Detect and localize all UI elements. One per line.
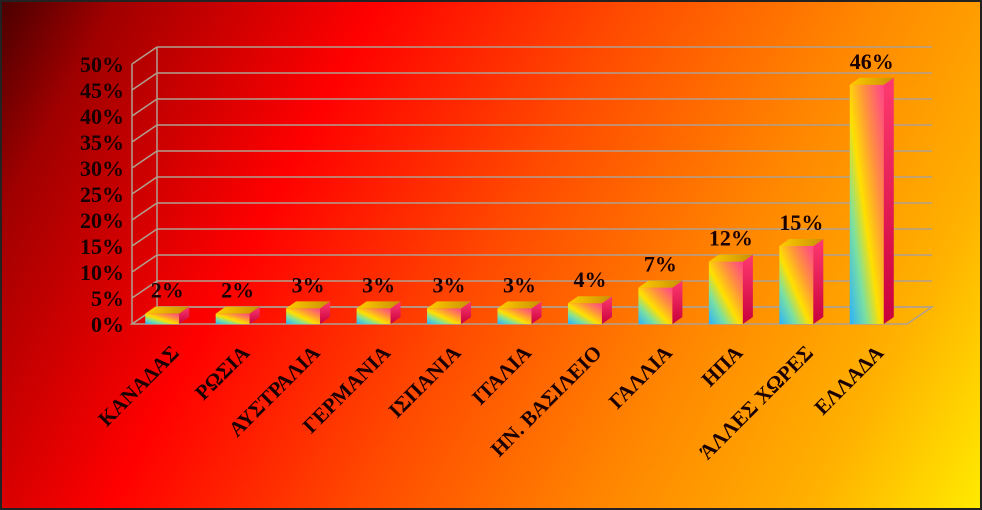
data-label: 46% (850, 49, 894, 74)
bar-top (215, 306, 260, 314)
gridline-depth (131, 280, 158, 299)
bar-top (708, 254, 753, 262)
bar-front (427, 308, 462, 324)
bar-side (813, 239, 824, 324)
gridline-depth (131, 46, 158, 65)
bar-top (638, 280, 683, 288)
bar-side (672, 280, 683, 324)
bar-front (779, 246, 814, 324)
data-label: 2% (221, 278, 254, 303)
bars (145, 77, 894, 324)
bar (779, 239, 824, 324)
y-tick-label: 10% (80, 260, 124, 285)
bar-front (708, 261, 743, 324)
x-category-label: ΚΑΝΑΔΑΣ (93, 341, 183, 431)
bar (427, 301, 472, 324)
bar-top (849, 77, 894, 85)
x-category-label: ΗΠΑ (697, 340, 748, 391)
data-label: 7% (644, 252, 677, 277)
bar-side (461, 301, 472, 324)
bar (145, 306, 190, 324)
bar-side (601, 296, 612, 324)
bar-top (427, 301, 472, 309)
bar (849, 77, 894, 324)
gridline-depth (131, 72, 158, 91)
bar-top (497, 301, 542, 309)
gridlines (131, 46, 932, 325)
bar-front (497, 308, 532, 324)
bar-front (145, 313, 180, 324)
bar-side (742, 254, 753, 324)
bar-front (286, 308, 321, 324)
data-label: 12% (709, 226, 753, 251)
bar-top (567, 296, 612, 304)
bar-top (779, 239, 824, 246)
y-tick-label: 35% (80, 130, 124, 155)
y-tick-label: 45% (80, 78, 124, 103)
bar-side (390, 301, 401, 324)
bar-side (883, 77, 894, 324)
y-tick-label: 25% (80, 182, 124, 207)
bar-front (567, 303, 602, 324)
x-category-label: ΡΩΣΙΑ (190, 340, 255, 405)
bar (567, 296, 612, 324)
bar-top (286, 301, 331, 309)
bar (638, 280, 683, 324)
bar-side (531, 301, 542, 324)
y-tick-label: 20% (80, 208, 124, 233)
bar-top (356, 301, 401, 309)
data-labels: 2% 2% 3% 3% 3% 3% 4% 7% 12% 15% 46% (151, 49, 894, 303)
bar-side (320, 301, 331, 324)
y-tick-label: 30% (80, 156, 124, 181)
x-category-label: ΙΤΑΛΙΑ (467, 340, 537, 410)
bar (497, 301, 542, 324)
y-tick-label: 50% (80, 52, 124, 77)
bar-side (179, 306, 190, 324)
data-label: 4% (573, 267, 606, 292)
bar (708, 254, 753, 324)
bar-front (638, 287, 673, 324)
y-tick-label: 0% (91, 312, 124, 337)
bar-front (849, 84, 884, 324)
gridline-depth (131, 98, 158, 117)
bar (286, 301, 331, 324)
data-label: 3% (433, 272, 466, 297)
data-label: 15% (779, 210, 823, 235)
gridline-depth (131, 150, 158, 169)
x-category-label: ΓΑΛΛΙΑ (604, 340, 678, 414)
data-label: 3% (362, 272, 395, 297)
y-axis-tick-labels: 0%5%10%15%20%25%30%35%40%45%50% (80, 52, 124, 337)
x-category-label: ΙΣΠΑΝΙΑ (384, 340, 467, 423)
gridline-depth (131, 254, 158, 273)
y-tick-label: 5% (91, 286, 124, 311)
y-tick-label: 40% (80, 104, 124, 129)
data-label: 2% (151, 278, 184, 303)
bar-front (356, 308, 391, 324)
bar-side (249, 306, 260, 324)
gridline-depth (131, 124, 158, 143)
bar (356, 301, 401, 324)
x-category-label: ΕΛΛΑΔΑ (809, 340, 889, 420)
y-tick-label: 15% (80, 234, 124, 259)
bar (215, 306, 260, 324)
data-label: 3% (292, 272, 325, 297)
bar-front (215, 313, 250, 324)
gridline-depth (131, 202, 158, 221)
bar-top (145, 306, 190, 314)
gridline-depth (131, 176, 158, 195)
data-label: 3% (503, 272, 536, 297)
gridline-depth (131, 228, 158, 247)
